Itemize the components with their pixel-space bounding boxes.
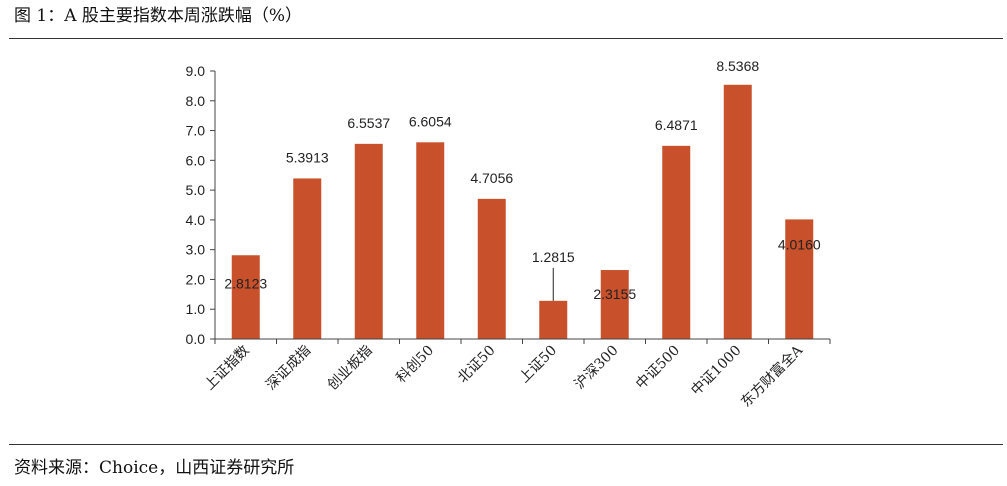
x-tick-label: 东方财富全A	[737, 341, 806, 410]
bar	[231, 255, 260, 339]
data-label: 2.8123	[224, 275, 267, 291]
y-tick-label: 8.0	[186, 93, 206, 109]
bar	[723, 84, 752, 340]
y-tick-label: 5.0	[186, 182, 206, 198]
data-label: 6.6054	[409, 113, 452, 129]
data-label: 4.0160	[778, 236, 821, 252]
bar	[600, 270, 629, 339]
bar	[477, 198, 506, 339]
y-tick-label: 4.0	[186, 212, 206, 228]
bar	[293, 178, 322, 339]
data-label: 4.7056	[470, 170, 513, 186]
y-tick-label: 9.0	[186, 63, 206, 79]
y-axis: 0.0 1.0 2.0 3.0 4.0 5.0 6.0 7.0 8.0 9.0	[186, 63, 216, 347]
y-tick-label: 3.0	[186, 242, 206, 258]
bar	[662, 145, 691, 339]
x-tick-label: 上证50	[516, 343, 560, 387]
bars	[231, 84, 814, 340]
bar	[416, 142, 445, 339]
x-tick-label: 上证指数	[202, 343, 253, 394]
data-label: 6.4871	[655, 117, 698, 133]
y-tick-label: 0.0	[186, 331, 206, 347]
source-note: 资料来源：Choice，山西证券研究所	[14, 458, 295, 478]
x-tick-label: 沪深300	[572, 343, 622, 393]
bar	[785, 219, 814, 339]
x-tick-label: 科创50	[393, 343, 437, 387]
y-tick-label: 1.0	[186, 301, 206, 317]
x-tick-label: 创业板指	[325, 343, 376, 394]
data-label: 1.2815	[532, 249, 575, 265]
bottom-rule	[9, 444, 1003, 445]
x-tick-label: 中证500	[633, 343, 683, 393]
data-labels: 2.8123 5.3913 6.5537 6.6054 4.7056 1.2815 2.31…	[224, 58, 821, 302]
top-rule	[9, 38, 1003, 39]
y-tick-label: 7.0	[186, 123, 206, 139]
data-label: 8.5368	[716, 58, 759, 74]
y-tick-label: 2.0	[186, 271, 206, 287]
x-tick-label: 中证1000	[688, 343, 744, 399]
bar	[539, 300, 568, 339]
x-tick-label: 北证50	[455, 343, 499, 387]
x-axis: 上证指数 深证成指 创业板指 科创50 北证50 上证50 沪深300 中证500 中证1000…	[202, 338, 831, 410]
data-label: 6.5537	[347, 115, 390, 131]
data-label: 2.3155	[593, 286, 636, 302]
figure-title: 图 1：A 股主要指数本周涨跌幅（%）	[14, 6, 303, 26]
y-tick-label: 6.0	[186, 152, 206, 168]
x-tick-label: 深证成指	[263, 343, 314, 394]
data-label: 5.3913	[286, 149, 329, 165]
bar	[354, 143, 383, 339]
